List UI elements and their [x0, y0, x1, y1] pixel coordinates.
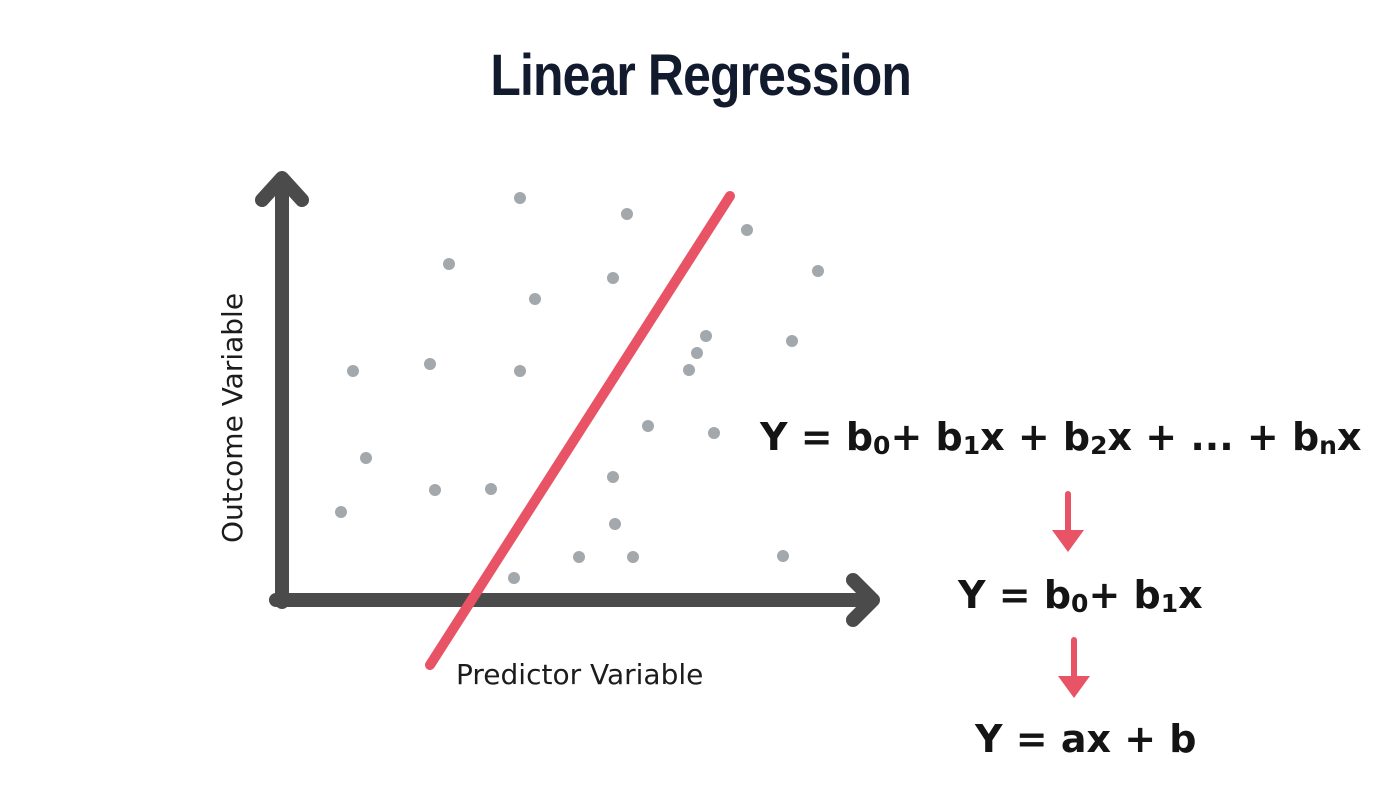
- formula-subscript: 1: [962, 431, 981, 460]
- arrow-down-1-icon: [1052, 491, 1084, 552]
- formula-linear: Y = ax + b: [975, 720, 1196, 758]
- data-point: [708, 427, 720, 439]
- data-point: [335, 506, 347, 518]
- formula-term: Y = ax + b: [975, 717, 1197, 761]
- x-axis-label: Predictor Variable: [456, 658, 703, 691]
- data-point: [607, 272, 619, 284]
- data-point: [627, 551, 639, 563]
- formula-subscript: 1: [1160, 589, 1179, 618]
- data-point: [424, 358, 436, 370]
- regression-line: [425, 191, 735, 670]
- formula-subscript: 0: [873, 431, 891, 460]
- data-point: [508, 572, 520, 584]
- data-point: [514, 192, 526, 204]
- data-point: [514, 365, 526, 377]
- data-point: [683, 364, 695, 376]
- data-point: [573, 551, 585, 563]
- y-axis-arrowhead: [255, 171, 309, 207]
- formula-term: + b: [1088, 573, 1161, 617]
- data-points: [335, 192, 824, 584]
- data-point: [443, 258, 455, 270]
- formula-term: + b: [890, 415, 963, 459]
- formula-term: x + b: [980, 415, 1091, 459]
- data-point: [700, 330, 712, 342]
- x-axis-arrowhead: [846, 573, 880, 627]
- data-point: [607, 471, 619, 483]
- data-point: [485, 483, 497, 495]
- data-point: [621, 208, 633, 220]
- data-point: [347, 365, 359, 377]
- formula-term: Y = b: [760, 415, 874, 459]
- formula-subscript: n: [1319, 431, 1337, 460]
- data-point: [609, 518, 621, 530]
- formula-term: x: [1178, 573, 1203, 617]
- data-point: [786, 335, 798, 347]
- formula-subscript: 0: [1071, 589, 1089, 618]
- diagram-title: Linear Regression: [490, 43, 911, 108]
- data-point: [777, 550, 789, 562]
- formula-simple: Y = b0+ b1x: [958, 573, 1203, 617]
- formula-general: Y = b0+ b1x + b2x + ... + bnx: [760, 415, 1362, 459]
- formula-term: x + ... + b: [1107, 415, 1320, 459]
- formula-subscript: 2: [1090, 431, 1108, 460]
- arrow-down-2-icon: [1058, 637, 1090, 698]
- y-axis-label: Outcome Variable: [216, 293, 249, 543]
- data-point: [812, 265, 824, 277]
- data-point: [529, 293, 541, 305]
- data-point: [741, 224, 753, 236]
- formula-term: Y = b: [958, 573, 1072, 617]
- data-point: [642, 420, 654, 432]
- formula-term: x: [1336, 415, 1362, 459]
- data-point: [429, 484, 441, 496]
- data-point: [360, 452, 372, 464]
- data-point: [691, 347, 703, 359]
